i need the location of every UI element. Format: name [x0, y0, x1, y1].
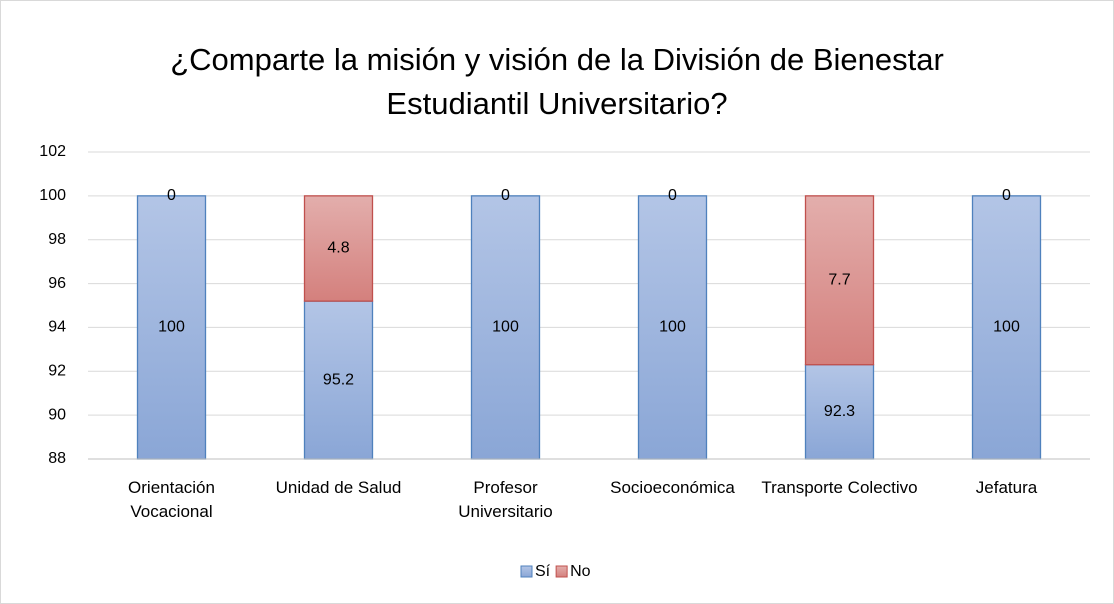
- x-tick-label: Jefatura: [975, 478, 1038, 497]
- y-tick-label: 94: [48, 319, 66, 336]
- data-label: 100: [158, 319, 185, 336]
- data-label: 100: [993, 319, 1020, 336]
- y-tick-label: 90: [48, 406, 66, 423]
- data-label: 0: [668, 187, 677, 204]
- x-tick-label: Orientación Vocacional: [128, 478, 215, 521]
- data-label: 100: [659, 319, 686, 336]
- bar-segment: [637, 195, 708, 460]
- data-label: 92.3: [824, 403, 855, 420]
- data-label: 0: [167, 187, 176, 204]
- x-tick-label: Transporte Colectivo: [761, 478, 918, 497]
- legend-label: Sí: [535, 563, 551, 580]
- y-tick-label: 100: [39, 187, 66, 204]
- y-tick-label: 96: [48, 275, 66, 292]
- data-label: 0: [1002, 187, 1011, 204]
- data-label: 100: [492, 319, 519, 336]
- legend-swatch: [555, 565, 568, 578]
- bar-segment: [971, 195, 1042, 460]
- bar-segment: [136, 195, 207, 460]
- y-tick-label: 92: [48, 363, 66, 380]
- data-label: 4.8: [327, 240, 349, 257]
- chart-title-box: ¿Comparte la misión y visión de la Divis…: [0, 38, 1114, 126]
- legend-label: No: [570, 563, 591, 580]
- x-tick-label: Profesor Universitario: [458, 478, 553, 521]
- y-tick-label: 102: [39, 143, 66, 160]
- legend-swatch: [520, 565, 533, 578]
- chart-title: ¿Comparte la misión y visión de la Divis…: [170, 42, 944, 121]
- x-tick-label: Unidad de Salud: [275, 478, 402, 497]
- data-label: 7.7: [828, 272, 850, 289]
- data-label: 0: [501, 187, 510, 204]
- data-label: 95.2: [323, 371, 354, 388]
- bar-segment: [804, 195, 875, 366]
- bar-segment: [303, 300, 374, 460]
- y-tick-label: 98: [48, 231, 66, 248]
- bar-segment: [804, 364, 875, 460]
- y-tick-label: 88: [48, 450, 66, 467]
- bar-segment: [303, 195, 374, 302]
- x-tick-label: Socioeconómica: [610, 478, 735, 497]
- bar-segment: [470, 195, 541, 460]
